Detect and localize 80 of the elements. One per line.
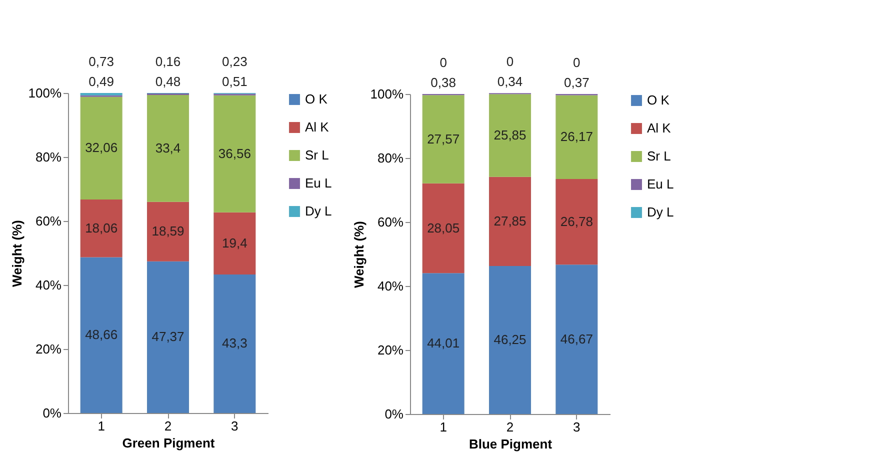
y-tick-label: 80% — [35, 150, 62, 164]
bar — [147, 202, 189, 262]
legend-label: Eu L — [305, 176, 332, 190]
x-tick-label: 3 — [231, 418, 238, 434]
bar — [489, 176, 531, 266]
data-label: 46,25 — [494, 332, 526, 347]
data-label: 18,06 — [85, 220, 118, 236]
legend-label: Eu L — [647, 176, 674, 192]
bar — [422, 95, 464, 184]
y-tick-label: 20% — [35, 342, 62, 356]
bar — [422, 273, 464, 414]
legend-label: Sr L — [647, 148, 671, 164]
bar — [556, 264, 598, 414]
data-label: 25,85 — [494, 128, 526, 143]
data-label: 0,48 — [155, 74, 181, 89]
data-label: 33,4 — [155, 140, 181, 156]
data-label: 43,3 — [222, 336, 248, 351]
legend-label: O K — [305, 92, 328, 106]
data-label: 0 — [506, 54, 514, 70]
legend-label: Sr L — [305, 148, 329, 162]
x-tick-label: 2 — [506, 420, 514, 434]
data-label: 26,17 — [560, 129, 593, 144]
bar — [80, 199, 122, 258]
bar — [214, 212, 256, 274]
data-label: 0 — [440, 54, 447, 70]
bar — [80, 96, 122, 200]
bar — [214, 95, 256, 212]
data-label: 0,73 — [88, 54, 114, 69]
y-axis-title: Weight (%) — [9, 220, 24, 287]
data-label: 44,01 — [427, 336, 460, 351]
x-axis-title: Blue Pigment — [468, 436, 553, 452]
x-tick-label: 3 — [573, 420, 580, 434]
x-tick-label: 1 — [98, 418, 105, 434]
bar — [556, 95, 598, 179]
data-label: 19,4 — [222, 235, 248, 250]
data-label: 0,51 — [222, 74, 248, 89]
y-tick-label: 20% — [377, 342, 404, 358]
y-tick-label: 100% — [370, 86, 404, 102]
data-label: 0,34 — [497, 74, 523, 90]
data-label: 48,66 — [85, 327, 118, 342]
bar — [147, 95, 189, 202]
legend-label: Al K — [305, 120, 330, 134]
data-label: 47,37 — [152, 329, 184, 344]
data-label: 46,67 — [560, 331, 593, 346]
x-axis-title: Green Pigment — [122, 436, 216, 450]
data-label: 26,78 — [560, 214, 593, 229]
bar — [489, 94, 531, 177]
data-label: 27,57 — [427, 131, 460, 146]
data-label: 0,23 — [222, 54, 248, 69]
y-tick-label: 40% — [377, 278, 404, 294]
data-label: 0,16 — [155, 54, 181, 69]
bar — [422, 183, 464, 274]
bar — [80, 257, 122, 413]
y-tick-label: 0% — [384, 406, 404, 422]
y-axis-title: Weight (%) — [351, 221, 366, 288]
data-label: 32,06 — [85, 140, 118, 156]
y-tick-label: 40% — [35, 278, 62, 292]
data-label: 28,05 — [427, 220, 460, 236]
data-label: 0,49 — [88, 74, 114, 89]
data-label: 0,38 — [430, 74, 456, 90]
data-label: 0 — [573, 55, 580, 70]
legend-label: Al K — [647, 120, 672, 136]
legend-label: O K — [647, 92, 670, 108]
y-tick-label: 60% — [377, 214, 404, 230]
x-tick-label: 2 — [164, 418, 172, 434]
data-label: 18,59 — [152, 224, 184, 239]
y-tick-label: 60% — [35, 214, 62, 228]
data-label: 27,85 — [494, 213, 526, 228]
y-tick-label: 0% — [42, 406, 62, 420]
y-tick-label: 80% — [377, 150, 404, 166]
legend-label: Dy L — [305, 204, 332, 218]
bar — [214, 274, 256, 413]
bar — [147, 261, 189, 413]
data-label: 36,56 — [218, 146, 251, 161]
x-tick-label: 1 — [440, 420, 447, 434]
y-tick-label: 100% — [28, 86, 62, 100]
bar — [489, 266, 531, 414]
legend-label: Dy L — [647, 204, 674, 220]
data-label: 0,37 — [564, 75, 590, 90]
bar — [556, 178, 598, 265]
